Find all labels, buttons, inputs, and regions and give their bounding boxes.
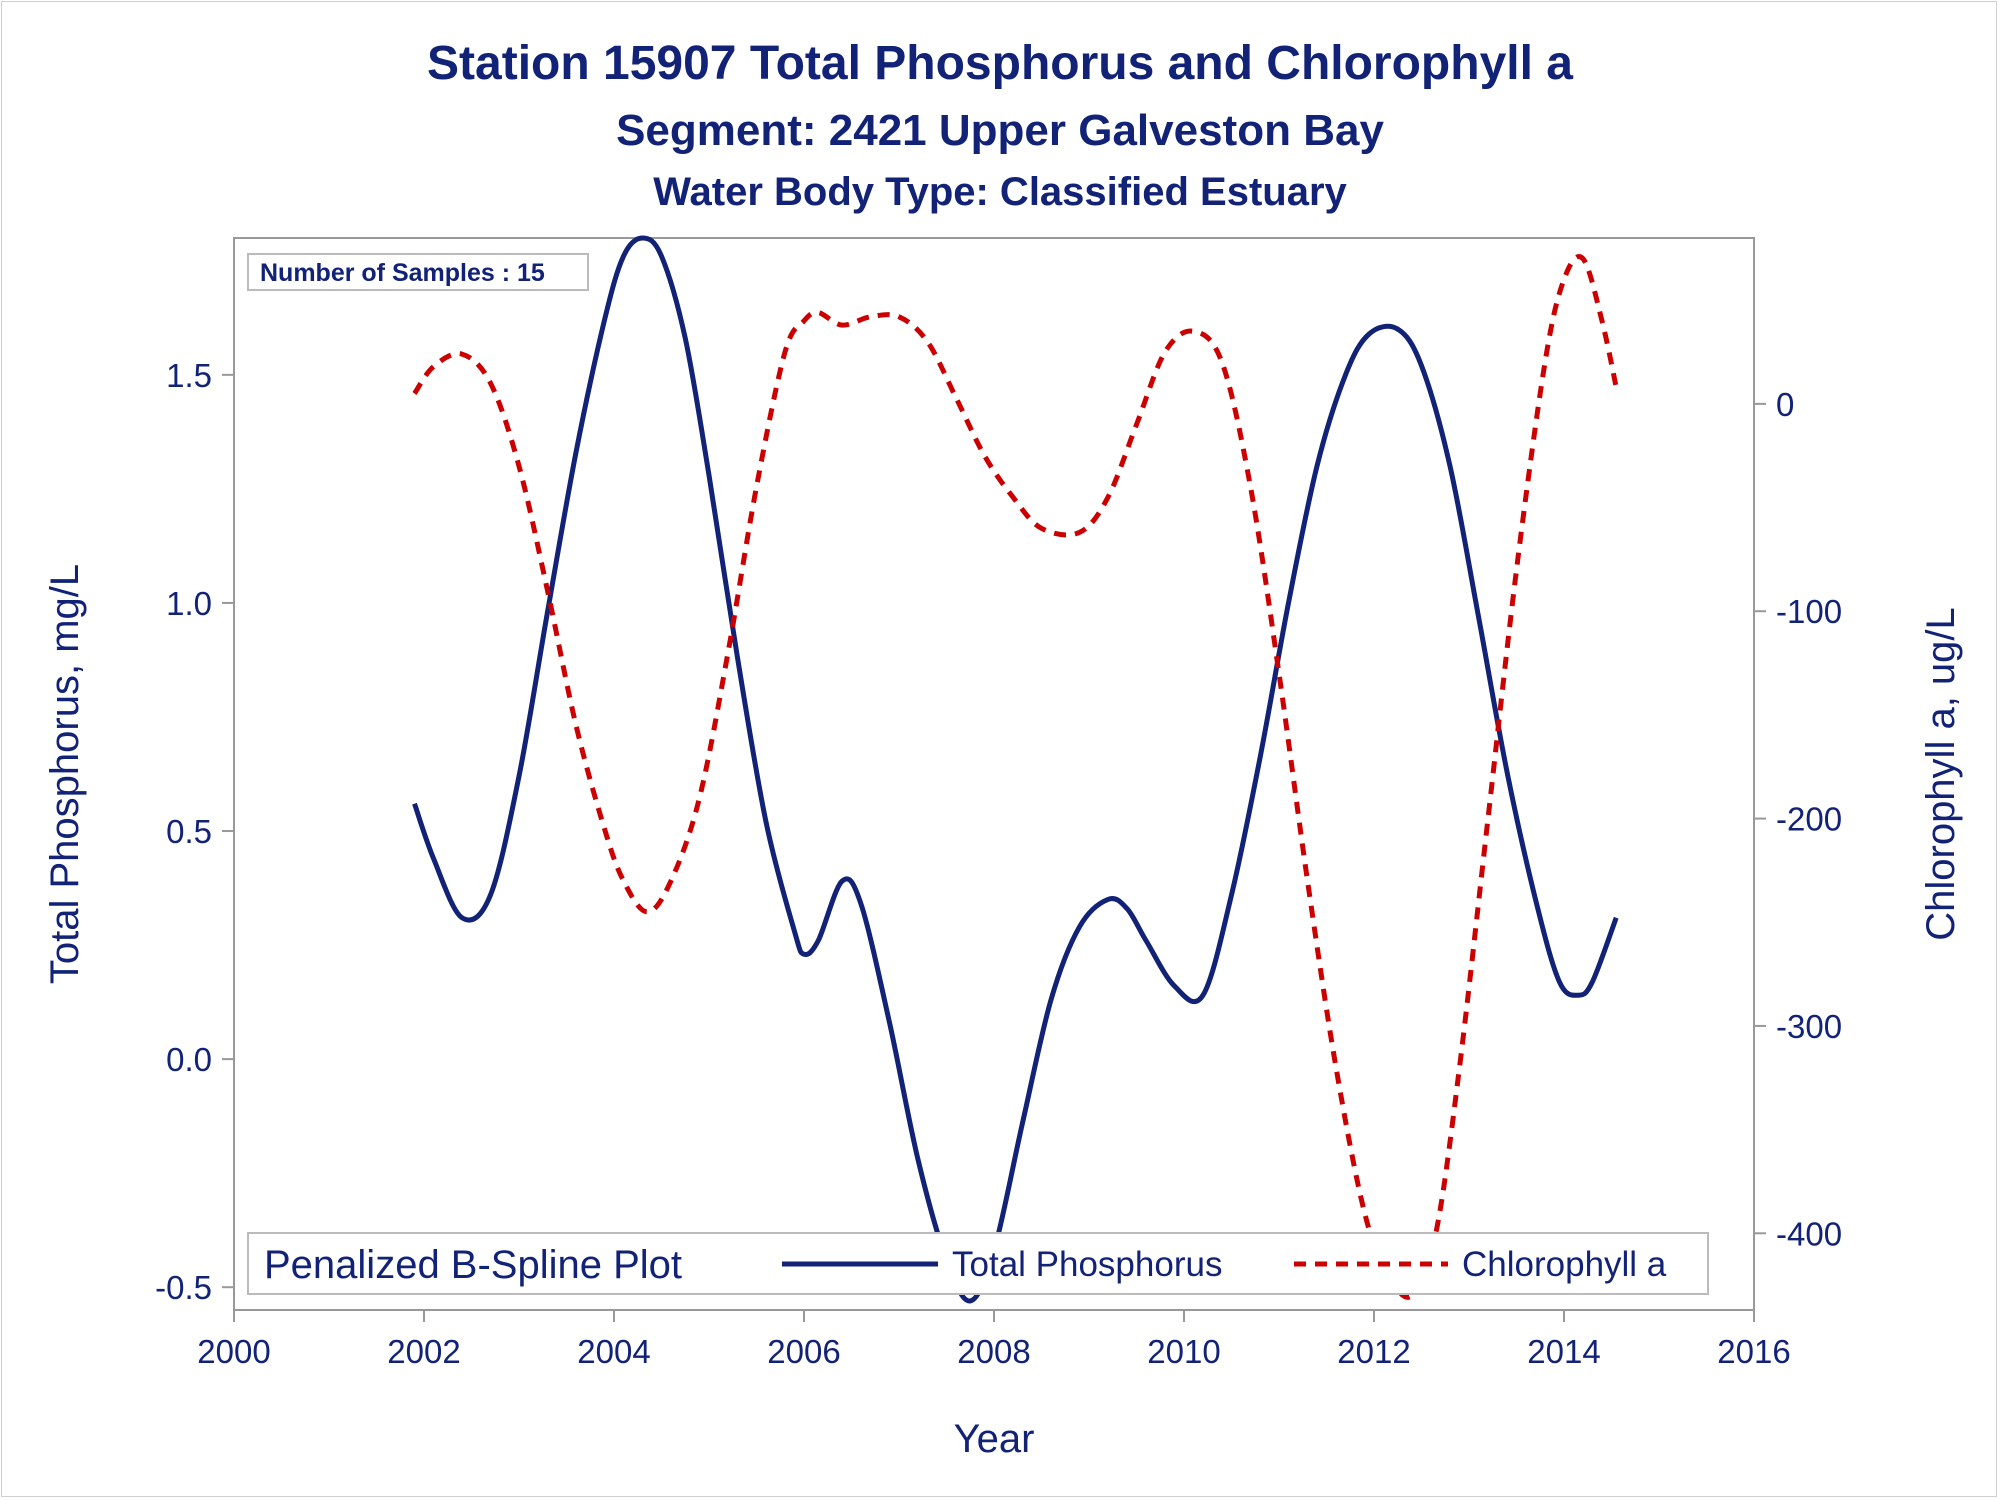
sample-count-text: Number of Samples : 15 bbox=[260, 259, 545, 287]
y-axis-left-label: Total Phosphorus, mg/L bbox=[43, 564, 87, 984]
y-tick-label: -0.5 bbox=[155, 1269, 212, 1306]
y-tick-label: 0.5 bbox=[166, 813, 212, 850]
legend-title: Penalized B-Spline Plot bbox=[264, 1243, 682, 1287]
x-tick-label: 2008 bbox=[957, 1333, 1030, 1370]
x-axis: 2000 2002 2004 2006 2008 2010 2012 2014 2016 bbox=[197, 1310, 1791, 1370]
y-axis-right: -400 -300 -200 -100 0 bbox=[1754, 386, 1842, 1252]
chart-subtitle-segment: Segment: 2421 Upper Galveston Bay bbox=[616, 106, 1384, 155]
y-tick-label: 1.0 bbox=[166, 585, 212, 622]
series-line-phosphorus bbox=[412, 235, 1619, 1304]
y-tick-label: 0.0 bbox=[166, 1041, 212, 1078]
y2-tick-label: -300 bbox=[1776, 1008, 1842, 1045]
y2-tick-label: 0 bbox=[1776, 386, 1794, 423]
legend-box bbox=[247, 1232, 1709, 1295]
legend: Penalized B-Spline Plot Total Phosphorus… bbox=[247, 1232, 1709, 1295]
chart-subtitle-waterbody: Water Body Type: Classified Estuary bbox=[653, 170, 1347, 214]
x-tick-label: 2000 bbox=[197, 1333, 270, 1370]
series-line-chlorophyll bbox=[412, 254, 1619, 1300]
x-tick-label: 2016 bbox=[1717, 1333, 1790, 1370]
legend-label-phosphorus: Total Phosphorus bbox=[952, 1245, 1222, 1284]
legend-label-chlorophyll: Chlorophyll a bbox=[1462, 1245, 1667, 1284]
chart-title: Station 15907 Total Phosphorus and Chlor… bbox=[427, 37, 1573, 90]
x-tick-label: 2012 bbox=[1337, 1333, 1410, 1370]
series-layer bbox=[412, 235, 1619, 1304]
y2-tick-label: -400 bbox=[1776, 1215, 1842, 1252]
x-tick-label: 2014 bbox=[1527, 1333, 1600, 1370]
x-tick-label: 2006 bbox=[767, 1333, 840, 1370]
x-axis-label: Year bbox=[954, 1417, 1035, 1461]
y2-tick-label: -200 bbox=[1776, 801, 1842, 838]
y-tick-label: 1.5 bbox=[166, 357, 212, 394]
x-tick-label: 2002 bbox=[387, 1333, 460, 1370]
x-tick-label: 2004 bbox=[577, 1333, 650, 1370]
x-tick-label: 2010 bbox=[1147, 1333, 1220, 1370]
plot-area-border bbox=[233, 237, 1755, 1311]
y-axis-left: -0.5 0.0 0.5 1.0 1.5 bbox=[155, 357, 234, 1306]
sample-count-inset: Number of Samples : 15 bbox=[247, 253, 589, 291]
y-axis-right-label: Chlorophyll a, ug/L bbox=[1919, 607, 1963, 941]
y2-tick-label: -100 bbox=[1776, 593, 1842, 630]
